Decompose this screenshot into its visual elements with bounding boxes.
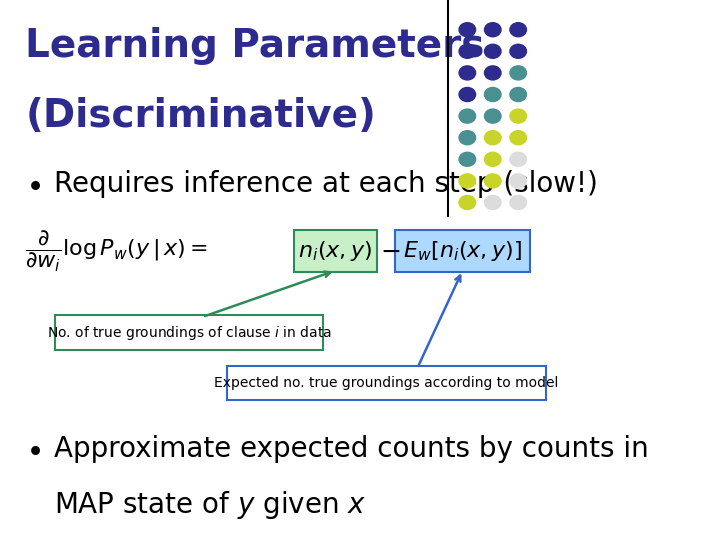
- FancyBboxPatch shape: [294, 230, 377, 272]
- Circle shape: [459, 23, 476, 37]
- Circle shape: [510, 131, 526, 145]
- Circle shape: [510, 23, 526, 37]
- Text: Expected no. true groundings according to model: Expected no. true groundings according t…: [214, 376, 559, 390]
- Text: $\dfrac{\partial}{\partial w_i}\log P_w(y\,|\,x) =$: $\dfrac{\partial}{\partial w_i}\log P_w(…: [25, 228, 208, 274]
- Circle shape: [510, 109, 526, 123]
- Circle shape: [459, 109, 476, 123]
- Circle shape: [485, 195, 501, 210]
- Circle shape: [459, 195, 476, 210]
- Text: $\bullet$: $\bullet$: [25, 435, 42, 464]
- Text: Approximate expected counts by counts in: Approximate expected counts by counts in: [54, 435, 649, 463]
- Circle shape: [510, 66, 526, 80]
- Text: No. of true groundings of clause $i$ in data: No. of true groundings of clause $i$ in …: [47, 323, 332, 342]
- Circle shape: [485, 44, 501, 58]
- Circle shape: [459, 66, 476, 80]
- Circle shape: [459, 131, 476, 145]
- FancyBboxPatch shape: [227, 366, 546, 400]
- Circle shape: [485, 66, 501, 80]
- FancyBboxPatch shape: [55, 315, 323, 350]
- FancyBboxPatch shape: [395, 230, 530, 272]
- Circle shape: [459, 44, 476, 58]
- Circle shape: [510, 174, 526, 188]
- Text: $E_w[n_i(x, y)]$: $E_w[n_i(x, y)]$: [403, 239, 522, 263]
- Circle shape: [510, 87, 526, 102]
- Circle shape: [510, 44, 526, 58]
- Circle shape: [459, 174, 476, 188]
- Text: Requires inference at each step (slow!): Requires inference at each step (slow!): [54, 170, 598, 198]
- Circle shape: [510, 195, 526, 210]
- Circle shape: [510, 152, 526, 166]
- Circle shape: [459, 87, 476, 102]
- Text: $n_i(x, y)$: $n_i(x, y)$: [298, 239, 372, 263]
- Circle shape: [485, 109, 501, 123]
- Circle shape: [485, 174, 501, 188]
- Circle shape: [485, 87, 501, 102]
- Circle shape: [485, 152, 501, 166]
- Text: $\bullet$: $\bullet$: [25, 170, 42, 199]
- Circle shape: [485, 131, 501, 145]
- Text: MAP state of $y$ given $x$: MAP state of $y$ given $x$: [54, 489, 366, 521]
- Text: Learning Parameters: Learning Parameters: [25, 27, 485, 65]
- Circle shape: [485, 23, 501, 37]
- Circle shape: [459, 152, 476, 166]
- Text: $-$: $-$: [380, 239, 400, 263]
- Text: (Discriminative): (Discriminative): [25, 97, 377, 135]
